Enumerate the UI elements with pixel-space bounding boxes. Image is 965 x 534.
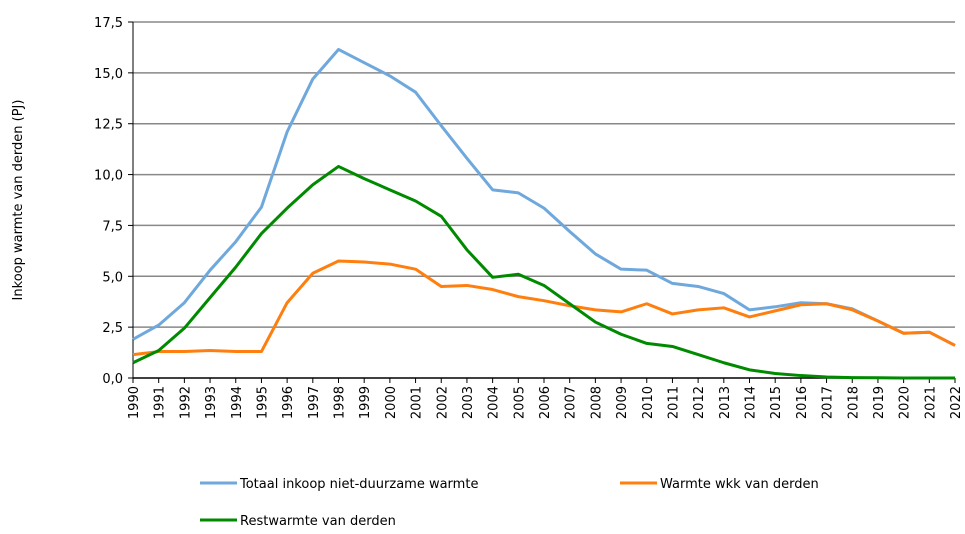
x-tick-label: 2002 — [435, 386, 450, 419]
x-tick-label: 2017 — [821, 386, 836, 419]
series-line — [132, 164, 955, 380]
x-tick-label: 2005 — [512, 386, 527, 419]
legend-label: Totaal inkoop niet-duurzame warmte — [239, 477, 478, 492]
x-tick-label: 2016 — [795, 386, 810, 419]
x-tick-label: 2021 — [923, 386, 938, 419]
x-tick-label: 2010 — [641, 386, 656, 419]
x-tick-label: 2000 — [384, 386, 399, 419]
y-tick-label: 12,5 — [94, 118, 123, 133]
x-tick-label: 1997 — [307, 386, 322, 419]
x-tick-label: 2006 — [538, 386, 553, 419]
x-tick-label: 2012 — [692, 386, 707, 419]
series-line — [132, 259, 956, 357]
x-tick-label: 2011 — [666, 386, 681, 419]
x-tick-label: 1993 — [204, 386, 219, 419]
x-tick-label: 2014 — [744, 386, 759, 419]
y-tick-label: 7,5 — [102, 219, 123, 234]
x-tick-label: 2001 — [410, 386, 425, 419]
y-tick-label: 2,5 — [102, 321, 123, 336]
x-tick-label: 1999 — [358, 386, 373, 419]
x-tick-label: 1990 — [127, 386, 142, 419]
x-tick-label: 1994 — [230, 386, 245, 419]
x-tick-label: 1996 — [281, 386, 296, 419]
y-tick-label: 5,0 — [102, 270, 123, 285]
y-tick-label: 15,0 — [94, 67, 123, 82]
x-tick-label: 2007 — [564, 386, 579, 419]
x-tick-label: 2008 — [589, 386, 604, 419]
x-tick-label: 2003 — [461, 386, 476, 419]
x-tick-label: 1998 — [333, 386, 348, 419]
x-tick-label: 2004 — [487, 386, 502, 419]
x-tick-label: 2009 — [615, 386, 630, 419]
x-tick-label: 2019 — [872, 386, 887, 419]
y-tick-label: 10,0 — [94, 169, 123, 184]
x-tick-label: 2022 — [949, 386, 964, 419]
x-tick-label: 2020 — [898, 386, 913, 419]
x-tick-label: 1992 — [178, 386, 193, 419]
x-tick-label: 1995 — [255, 386, 270, 419]
legend-label: Restwarmte van derden — [240, 514, 396, 529]
y-axis-label: Inkoop warmte van derden (PJ) — [11, 100, 26, 301]
y-tick-label: 0,0 — [102, 372, 123, 387]
legend-label: Warmte wkk van derden — [660, 477, 819, 492]
x-tick-label: 1991 — [153, 386, 168, 419]
x-tick-label: 2015 — [769, 386, 784, 419]
x-tick-label: 2013 — [718, 386, 733, 419]
x-tick-label: 2018 — [846, 386, 861, 419]
y-tick-label: 17,5 — [94, 16, 123, 31]
